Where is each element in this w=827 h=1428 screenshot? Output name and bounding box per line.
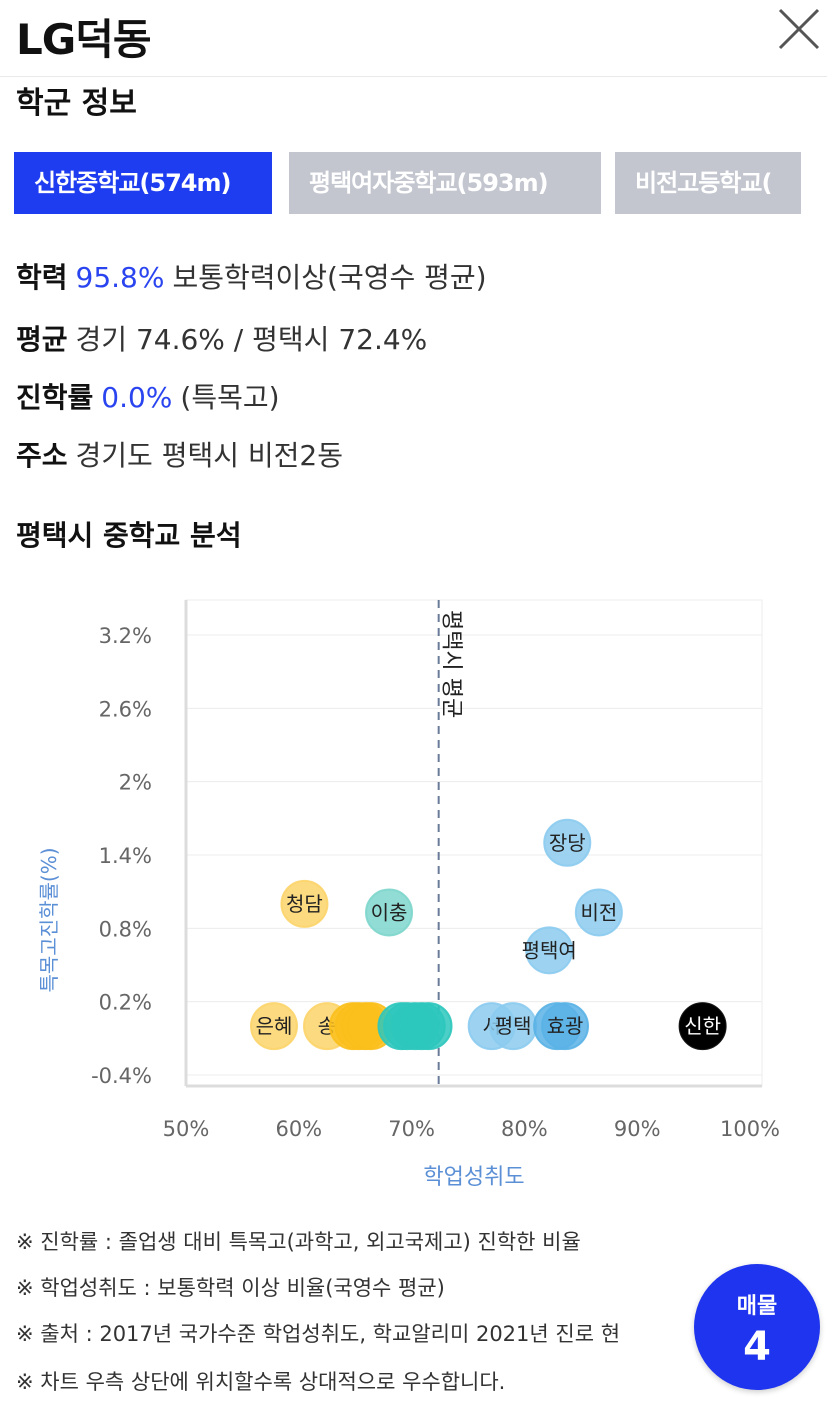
reference-line-label: 평택시 평균: [439, 610, 464, 718]
data-point-label: 청담: [286, 892, 323, 916]
info-average: 평균 경기 74.6% / 평택시 72.4%: [16, 318, 427, 358]
data-point-marker: [541, 1002, 590, 1051]
info-advancement-label: 진학률: [16, 381, 94, 414]
scatter-chart: 3.2% 2.6% 2% 1.4% 0.8% 0.2% -0.4% 50% 60% 70% 80% 9…: [37, 599, 780, 1190]
data-point-label: 은혜: [256, 1014, 293, 1038]
data-point: 장당: [543, 818, 592, 867]
tab-school-2[interactable]: 비전고등학교(: [615, 152, 801, 214]
x-tick-label: 70%: [388, 1117, 435, 1141]
data-point-label: 이충: [371, 900, 408, 924]
data-point: 은혜: [249, 1002, 298, 1051]
data-point-label: 신한: [684, 1014, 721, 1038]
info-advancement-desc: (특목고): [180, 381, 280, 414]
listing-label: 매물: [736, 1294, 778, 1319]
chart-title: 평택시 중학교 분석: [16, 519, 242, 552]
info-average-label: 평균: [16, 323, 68, 356]
data-point: 청담: [280, 879, 329, 928]
x-tick-label: 80%: [501, 1117, 548, 1141]
y-tick-label: -0.4%: [91, 1064, 152, 1088]
note-1: ※ 학업성취도 : 보통학력 이상 비율(국영수 평균): [16, 1276, 445, 1300]
data-point-label: 장당: [549, 831, 586, 855]
data-point: 비전: [574, 888, 623, 937]
x-tick-label: 90%: [614, 1117, 661, 1141]
data-point-marker: [543, 818, 592, 867]
data-point: 이충: [365, 888, 414, 937]
data-point-marker: [365, 888, 414, 937]
data-point: 평택여: [522, 926, 577, 975]
data-point-marker: [249, 1002, 298, 1051]
listing-count: 4: [743, 1324, 771, 1370]
data-point: [404, 1002, 453, 1051]
info-advancement: 진학률 0.0% (특목고): [16, 376, 280, 416]
data-point-marker: [404, 1002, 453, 1051]
x-tick-label: 50%: [163, 1117, 210, 1141]
info-address-label: 주소: [16, 439, 68, 472]
y-tick-label: 1.4%: [99, 844, 152, 868]
data-point-label: 평택: [495, 1014, 532, 1038]
note-3: ※ 차트 우측 상단에 위치할수록 상대적으로 우수합니다.: [16, 1370, 506, 1394]
info-average-text: 경기 74.6% / 평택시 72.4%: [75, 323, 428, 356]
y-tick-label: 3.2%: [99, 624, 152, 648]
data-point-marker: [525, 926, 574, 975]
x-axis-label: 학업성취도: [423, 1165, 524, 1190]
data-point: 신한: [678, 1002, 727, 1051]
listing-button[interactable]: 매물 4: [694, 1264, 820, 1390]
tab-school-1[interactable]: 평택여자중학교(593m): [289, 152, 601, 214]
close-button[interactable]: [776, 6, 822, 52]
y-tick-label: 0.2%: [99, 991, 152, 1015]
info-academic-desc: 보통학력이상(국영수 평균): [172, 261, 487, 294]
info-advancement-value: 0.0%: [101, 381, 173, 414]
y-axis-label: 특목고진학률(%): [37, 847, 61, 992]
data-point-marker: [280, 879, 329, 928]
data-point-label: 평택여: [522, 938, 577, 962]
note-2: ※ 출처 : 2017년 국가수준 학업성취도, 학교알리미 2021년 진로 …: [16, 1322, 621, 1346]
y-tick-label: 2%: [119, 771, 152, 795]
tab-school-0[interactable]: 신한중학교(574m): [14, 152, 272, 214]
info-academic: 학력 95.8% 보통학력이상(국영수 평균): [16, 256, 487, 296]
x-tick-label: 60%: [275, 1117, 322, 1141]
note-0: ※ 진학률 : 졸업생 대비 특목고(과학고, 외고국제고) 진학한 비율: [16, 1230, 581, 1254]
x-tick-label: 100%: [720, 1117, 780, 1141]
data-point-marker: [678, 1002, 727, 1051]
page-title: LG덕동: [16, 15, 152, 64]
info-address: 주소 경기도 평택시 비전2동: [16, 434, 343, 474]
data-point-label: 효광: [547, 1014, 584, 1038]
y-tick-label: 0.8%: [99, 917, 152, 941]
info-address-text: 경기도 평택시 비전2동: [75, 439, 343, 472]
school-tabs: 신한중학교(574m) 평택여자중학교(593m) 비전고등학교(: [14, 152, 801, 214]
y-tick-label: 2.6%: [99, 697, 152, 721]
data-point-label: 비전: [580, 900, 617, 924]
close-icon: [778, 8, 820, 50]
header: LG덕동: [0, 0, 827, 77]
data-point-marker: [574, 888, 623, 937]
data-point: 평택: [489, 1002, 538, 1051]
section-title: 학군 정보: [16, 86, 137, 121]
info-academic-value: 95.8%: [75, 261, 165, 294]
info-academic-label: 학력: [16, 261, 68, 294]
data-point: 효광: [541, 1002, 590, 1051]
